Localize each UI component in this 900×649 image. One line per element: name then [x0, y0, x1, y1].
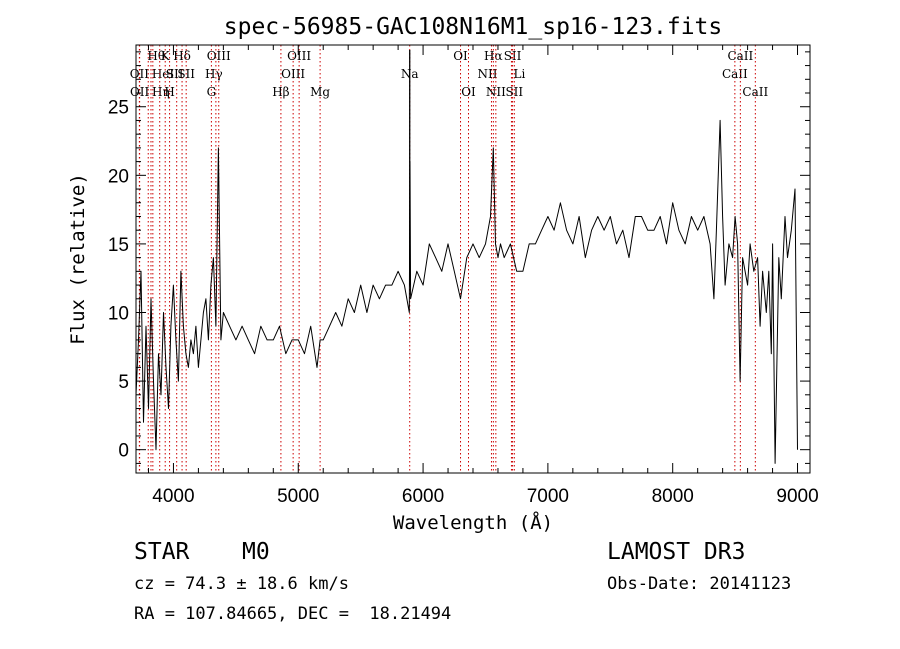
y-tick-label: 10 — [108, 304, 129, 325]
y-axis-label: Flux (relative) — [67, 173, 89, 345]
object-class-label: STAR — [134, 539, 190, 565]
line-label: OIII — [287, 49, 311, 63]
line-label: Li — [514, 67, 526, 81]
plot-frame — [135, 44, 811, 474]
x-tick-label: 9000 — [776, 486, 818, 507]
line-label: CaII — [742, 85, 768, 99]
line-label: Hα — [484, 49, 503, 63]
obs-date-label: Obs-Date: 20141123 — [607, 574, 792, 594]
line-label: OI — [453, 49, 468, 63]
y-tick-label: 5 — [118, 372, 129, 393]
line-label: Hδ — [173, 49, 191, 63]
line-label: NII — [477, 67, 497, 81]
x-tick-label: 5000 — [277, 486, 319, 507]
line-label: OIII — [207, 49, 231, 63]
subclass-label: M0 — [242, 539, 270, 565]
line-label: HeI — [152, 67, 175, 81]
x-tick-label: 8000 — [652, 486, 694, 507]
x-tick-label: 7000 — [527, 486, 569, 507]
line-label: Hγ — [205, 67, 223, 81]
line-label: K — [161, 49, 171, 63]
line-label: CaII — [722, 67, 748, 81]
y-tick-label: 25 — [108, 98, 129, 119]
spectrum-line — [135, 119, 798, 464]
line-label: OI — [461, 85, 476, 99]
line-label: SII — [505, 85, 523, 99]
coords-label: RA = 107.84665, DEC = 18.21494 — [134, 604, 452, 624]
line-label: Hη — [152, 85, 170, 99]
survey-label: LAMOST DR3 — [607, 539, 746, 565]
line-label: Hθ — [147, 49, 165, 63]
line-label: SII — [504, 49, 522, 63]
line-label: SII — [166, 67, 184, 81]
x-tick-label: 6000 — [402, 486, 444, 507]
x-tick-label: 4000 — [152, 486, 194, 507]
y-tick-label: 20 — [108, 166, 129, 187]
line-label: Mg — [310, 85, 330, 99]
x-axis-label: Wavelength (Å) — [393, 511, 553, 534]
line-label: G — [207, 85, 217, 99]
line-label: OIII — [281, 67, 305, 81]
line-label: H — [164, 85, 174, 99]
y-tick-label: 0 — [118, 441, 129, 462]
redshift-label: cz = 74.3 ± 18.6 km/s — [134, 574, 349, 594]
line-label: OII — [130, 85, 150, 99]
chart-title: spec-56985-GAC108N16M1_sp16-123.fits — [224, 14, 723, 40]
line-label: Hβ — [272, 85, 289, 99]
line-label: SII — [177, 67, 195, 81]
line-label: CaII — [727, 49, 753, 63]
line-label: NII — [486, 85, 506, 99]
y-tick-label: 15 — [108, 235, 129, 256]
